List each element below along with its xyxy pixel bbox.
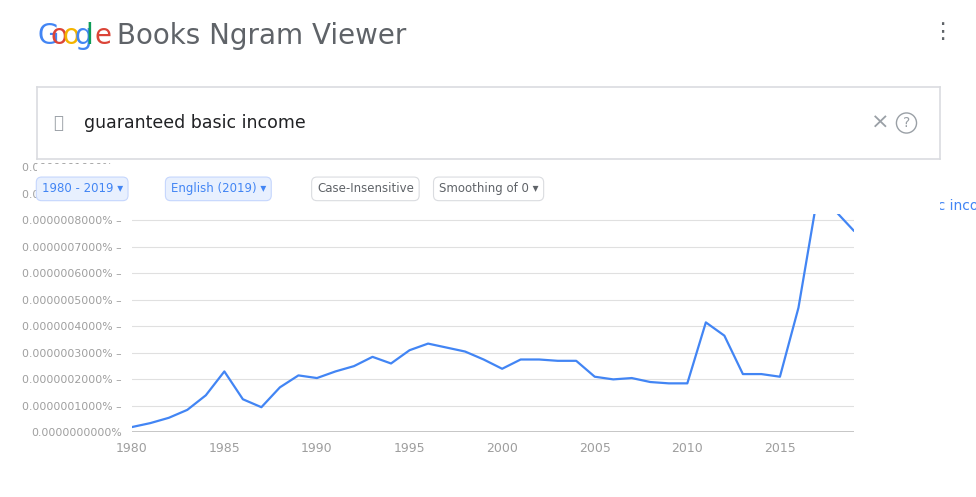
Text: Smoothing of 0 ▾: Smoothing of 0 ▾ bbox=[439, 182, 539, 195]
Text: guaranteed basic income: guaranteed basic income bbox=[84, 114, 305, 132]
Text: English (2019) ▾: English (2019) ▾ bbox=[171, 182, 265, 195]
Text: Books Ngram Viewer: Books Ngram Viewer bbox=[108, 22, 407, 50]
Text: o: o bbox=[62, 22, 79, 50]
Text: ⋮: ⋮ bbox=[931, 22, 953, 42]
Text: o: o bbox=[51, 22, 67, 50]
Text: ×: × bbox=[871, 113, 889, 133]
Text: 1980 - 2019 ▾: 1980 - 2019 ▾ bbox=[42, 182, 123, 195]
Text: e: e bbox=[95, 22, 111, 50]
Text: Case-Insensitive: Case-Insensitive bbox=[317, 182, 414, 195]
Text: l: l bbox=[86, 22, 93, 50]
Text: guaranteed basic income: guaranteed basic income bbox=[825, 199, 976, 213]
Text: G: G bbox=[37, 22, 59, 50]
Text: 🔍: 🔍 bbox=[54, 114, 63, 132]
Text: g: g bbox=[74, 22, 92, 50]
Text: ?: ? bbox=[903, 116, 910, 130]
